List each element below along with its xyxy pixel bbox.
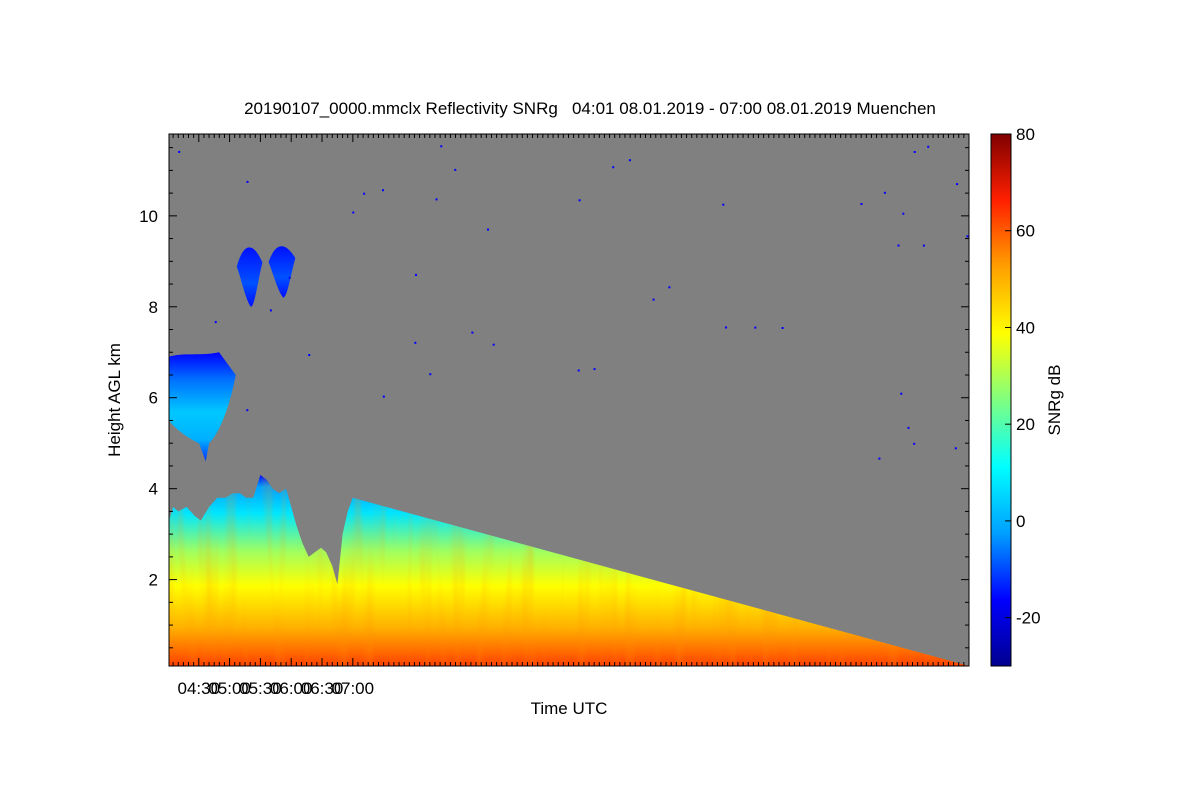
- colorbar-tick-label: -20: [1016, 609, 1041, 628]
- y-axis-label: Height AGL km: [105, 343, 124, 457]
- noise-speckle-dot: [352, 211, 355, 214]
- noise-speckle-dot: [429, 373, 432, 376]
- noise-speckle-dot: [907, 426, 910, 429]
- noise-speckle-dot: [913, 151, 916, 153]
- x-tick-label: 06:00: [270, 679, 313, 698]
- noise-speckle-dot: [628, 159, 631, 162]
- colorbar-ticks: -20 0 20 40 60 80: [1005, 125, 1041, 628]
- noise-speckle-dot: [454, 168, 457, 171]
- x-tick-label: 06:30: [301, 679, 344, 698]
- noise-speckle-dot: [414, 341, 417, 344]
- noise-speckle-dot: [214, 321, 217, 324]
- cloud-layer-1: [169, 352, 236, 462]
- noise-speckle-dot: [927, 145, 930, 148]
- noise-speckle-dot: [492, 343, 495, 346]
- noise-speckle-dot: [725, 326, 727, 329]
- plot-area: [169, 134, 969, 666]
- colorbar-tick-label: 20: [1016, 415, 1035, 434]
- x-axis-label: Time UTC: [531, 699, 608, 718]
- noise-speckle-dot: [913, 442, 916, 445]
- noise-speckle-dot: [415, 273, 417, 276]
- noise-speckle-dot: [902, 212, 905, 215]
- cloud-layer-2: [236, 247, 263, 307]
- y-tick-label: 10: [139, 207, 158, 226]
- noise-speckle-dot: [593, 368, 596, 371]
- noise-speckle-dot: [440, 145, 443, 148]
- cloud-layer-3: [268, 246, 296, 298]
- noise-speckle-dot: [954, 447, 957, 450]
- x-tick-label: 05:30: [239, 679, 282, 698]
- noise-speckle-dot: [781, 327, 784, 329]
- y-tick-label: 2: [149, 571, 158, 590]
- noise-speckle-dot: [578, 199, 581, 202]
- noise-speckle-dot: [966, 235, 969, 238]
- noise-speckle-dot: [668, 286, 671, 289]
- noise-speckle-dot: [178, 150, 181, 153]
- noise-speckle: [178, 145, 969, 460]
- colorbar: -20 0 20 40 60 80 SNRg dB: [990, 125, 1064, 667]
- noise-speckle-dot: [722, 203, 725, 206]
- chart-title: 20190107_0000.mmclx Reflectivity SNRg 04…: [244, 99, 936, 118]
- noise-speckle-dot: [956, 183, 959, 186]
- x-tick-label: 05:00: [208, 679, 251, 698]
- noise-speckle-dot: [900, 392, 903, 395]
- low-cloud-texture: [169, 475, 969, 666]
- y-tick-label: 6: [149, 389, 158, 408]
- noise-speckle-dot: [577, 369, 580, 372]
- y-axis: 2 4 6 8 10: [139, 147, 969, 649]
- noise-speckle-dot: [897, 244, 900, 247]
- plot-frame: [168, 133, 970, 667]
- noise-speckle-dot: [878, 457, 881, 460]
- noise-speckle-dot: [288, 276, 291, 279]
- noise-speckle-dot: [487, 228, 489, 231]
- colorbar-tick-label: 40: [1016, 318, 1035, 337]
- colorbar-ramp: [990, 133, 1012, 667]
- colorbar-label: SNRg dB: [1045, 365, 1064, 436]
- colorbar-tick-label: 80: [1016, 125, 1035, 144]
- noise-speckle-dot: [382, 395, 385, 398]
- noise-speckle-dot: [652, 298, 655, 301]
- noise-speckle-dot: [435, 198, 438, 201]
- noise-speckle-dot: [883, 191, 886, 194]
- noise-speckle-dot: [246, 409, 249, 412]
- noise-speckle-dot: [382, 189, 384, 192]
- noise-speckle-dot: [269, 309, 272, 312]
- cloud-layers: [169, 246, 296, 462]
- y-tick-label: 4: [149, 480, 158, 499]
- y-tick-label: 8: [149, 298, 158, 317]
- noise-speckle-dot: [363, 192, 366, 195]
- noise-speckle-dot: [860, 203, 863, 205]
- x-tick-label: 04:30: [178, 679, 221, 698]
- colorbar-tick-label: 60: [1016, 222, 1035, 241]
- noise-speckle-dot: [754, 326, 757, 329]
- noise-speckle-dot: [612, 166, 615, 169]
- noise-speckle-dot: [308, 354, 311, 356]
- x-tick-label: 07:00: [332, 679, 375, 698]
- noise-speckle-dot: [246, 180, 249, 183]
- noise-speckle-dot: [471, 331, 474, 334]
- noise-speckle-dot: [922, 244, 925, 247]
- colorbar-tick-label: 0: [1016, 512, 1025, 531]
